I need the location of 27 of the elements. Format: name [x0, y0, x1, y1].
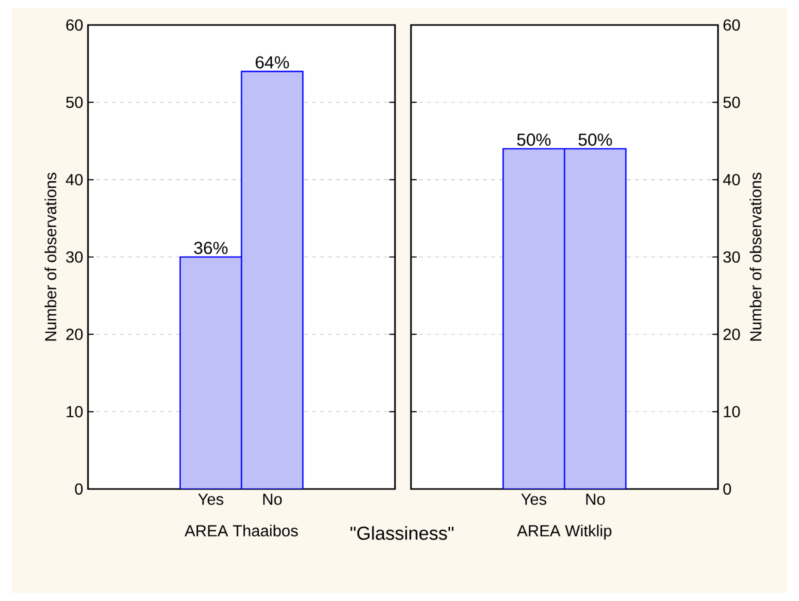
x-tick-label: Yes: [198, 494, 224, 505]
x-tick-label: No: [263, 494, 282, 505]
annotation: 36%: [194, 242, 228, 254]
y-tick-label: 0: [723, 483, 731, 495]
text: "Glassiness": [350, 526, 454, 540]
x-tick-label: No: [586, 494, 605, 505]
y-tick-label: 0: [75, 483, 83, 495]
y-tick-label: 10: [724, 406, 740, 418]
y-tick-label: 20: [724, 328, 740, 340]
x-axis-title: AREA Witklip: [516, 524, 612, 540]
y-tick-label: 60: [724, 19, 740, 31]
annotation: 50%: [517, 134, 551, 146]
y-tick-label: 20: [66, 328, 83, 340]
y-tick-label: 30: [723, 251, 740, 263]
y-tick-label: 10: [66, 406, 83, 418]
annotation: 50%: [578, 134, 612, 146]
y-tick-label: 50: [66, 96, 83, 108]
y-axis-title: Number of observations: [44, 172, 56, 341]
y-tick-label: 40: [66, 174, 83, 186]
y-tick-label: 50: [723, 96, 740, 108]
annotation: 64%: [256, 56, 289, 68]
x-tick-label: Yes: [521, 494, 546, 505]
x-axis-title: AREA Thaaibos: [184, 524, 298, 536]
y-tick-label: 30: [66, 251, 83, 263]
y-tick-label: 60: [66, 19, 83, 31]
y-tick-label: 40: [723, 174, 740, 186]
y-axis-title: Number of observations: [750, 172, 762, 341]
